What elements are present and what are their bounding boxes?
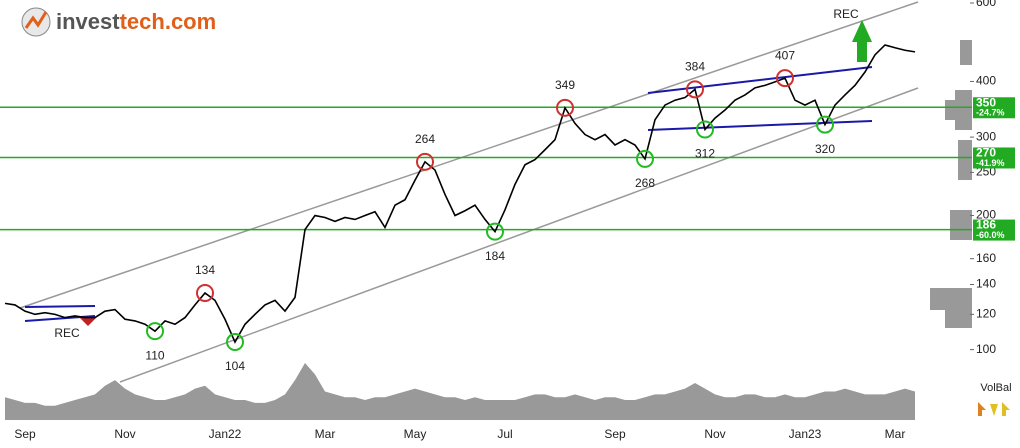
pivot-label: 134 (195, 263, 215, 277)
y-tick-label: 300 (976, 129, 996, 143)
level-box (973, 219, 1015, 241)
volume-area (5, 363, 915, 420)
profile-bar (960, 40, 972, 65)
pivot-label: 110 (145, 348, 164, 362)
y-tick-label: 120 (976, 307, 996, 321)
trend-line (24, 305, 96, 308)
volbal-icons (978, 402, 1010, 416)
logo-part: tech.com (120, 9, 217, 34)
x-tick-label: Mar (315, 427, 336, 441)
trend-lines (24, 66, 873, 322)
price-line (4, 44, 916, 344)
level-box (973, 147, 1015, 169)
profile-bar (950, 210, 972, 240)
logo-arrow (24, 11, 48, 29)
level-change: -24.7% (976, 108, 1005, 118)
signal-label: REC (54, 326, 80, 340)
profile-bar (930, 288, 972, 310)
trend-line (647, 120, 873, 131)
y-tick-label: 600 (976, 0, 996, 9)
level-label: 186-60.0% (973, 218, 1015, 241)
level-box (973, 97, 1015, 119)
pivot-label: 312 (695, 147, 715, 161)
x-tick-label: Jul (497, 427, 512, 441)
x-tick-label: Nov (114, 427, 135, 441)
pivot-label: 264 (415, 132, 435, 146)
pivot-circle (636, 149, 654, 168)
logo: investtech.com (21, 7, 216, 37)
y-tick-label: 400 (976, 74, 996, 88)
level-value: 270 (976, 146, 996, 160)
y-tick-label: 100 (976, 342, 996, 356)
level-change: -41.9% (976, 158, 1005, 168)
pivot-circle (146, 322, 164, 341)
trend-line (647, 66, 873, 94)
level-label: 350-24.7% (973, 95, 1015, 119)
logo-text: investtech.com (56, 9, 216, 34)
pivot-circle (416, 152, 434, 171)
x-tick-label: Mar (885, 427, 906, 441)
pivot-circle (226, 333, 244, 352)
level-value: 350 (976, 95, 996, 109)
pivot-circle (486, 222, 504, 241)
buy-arrow (852, 20, 872, 62)
x-tick-label: Sep (604, 427, 626, 441)
pivot-circle (696, 120, 714, 139)
pivot-circle (776, 69, 794, 88)
y-tick-label: 200 (976, 208, 996, 222)
pivot-label: 349 (555, 78, 575, 92)
pivot-circle (816, 115, 834, 134)
pivot-label: 407 (775, 48, 795, 62)
signal-label: REC (833, 7, 859, 21)
sell-arrow (80, 318, 96, 326)
profile-bar (945, 100, 972, 120)
channel-line (119, 87, 919, 383)
level-label: 270-41.9% (973, 146, 1015, 169)
pivot-label: 268 (635, 176, 655, 190)
channel-line (19, 1, 919, 309)
x-tick-label: May (404, 427, 427, 441)
pivot-circle (686, 80, 704, 99)
pivot-circle (556, 98, 574, 117)
volume-profile (930, 40, 972, 328)
pivot-label: 184 (485, 249, 505, 263)
level-value: 186 (976, 218, 996, 232)
profile-bar (945, 310, 972, 328)
channel (19, 1, 919, 383)
pivot-label: 320 (815, 142, 835, 156)
x-tick-label: Nov (704, 427, 725, 441)
pivot-circle (196, 284, 214, 303)
pivot-label: 384 (685, 60, 705, 74)
y-tick-label: 160 (976, 251, 996, 265)
volume-label: VolBal (980, 382, 1011, 394)
x-tick-label: Jan23 (789, 427, 822, 441)
pivot-label: 104 (225, 359, 245, 373)
logo-part: invest (56, 9, 120, 34)
x-tick-label: Jan22 (209, 427, 242, 441)
x-tick-label: Sep (14, 427, 36, 441)
y-tick-label: 140 (976, 277, 996, 291)
level-change: -60.0% (976, 230, 1005, 240)
profile-bar (958, 140, 972, 180)
